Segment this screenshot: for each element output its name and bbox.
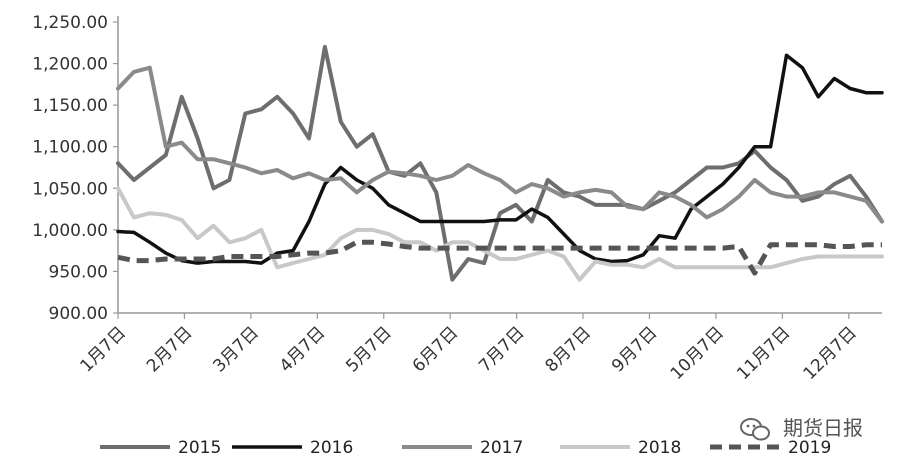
x-tick-label: 1月7日 — [77, 323, 130, 376]
x-tick-label: 10月7日 — [667, 323, 728, 384]
series-line-2017 — [116, 65, 884, 224]
series-line-2015 — [116, 44, 884, 282]
y-tick-label: 1,250.00 — [32, 13, 108, 33]
x-tick-label: 8月7日 — [542, 323, 595, 376]
x-tick-label: 9月7日 — [608, 323, 661, 376]
y-tick-label: 1,050.00 — [32, 179, 108, 199]
legend: 2015 2016 2017 2018 2019 — [100, 438, 831, 458]
x-tick-label: 4月7日 — [276, 323, 329, 376]
y-tick-label: 1,150.00 — [32, 96, 108, 116]
y-tick-label: 1,200.00 — [32, 55, 108, 75]
x-tick-label: 6月7日 — [409, 323, 462, 376]
legend-label-2016: 2016 — [310, 438, 353, 458]
series-line-2018 — [116, 186, 884, 282]
y-tick-label: 900.00 — [49, 304, 108, 324]
x-axis-ticks: 1月7日 2月7日 3月7日 4月7日 5月7日 6月7日 7月7日 8月7日 9月7日 10月7… — [77, 313, 861, 384]
x-tick-label: 5月7日 — [342, 323, 395, 376]
wechat-icon — [740, 418, 770, 441]
series-line-2019 — [117, 239, 882, 276]
x-tick-label: 3月7日 — [209, 323, 262, 376]
y-tick-label: 1,000.00 — [32, 221, 108, 241]
x-tick-label: 7月7日 — [475, 323, 528, 376]
x-tick-label: 11月7日 — [733, 323, 794, 384]
series-lines — [116, 44, 884, 282]
x-tick-label: 12月7日 — [800, 323, 861, 384]
x-tick-label: 2月7日 — [143, 323, 196, 376]
y-tick-label: 950.00 — [49, 262, 108, 282]
legend-label-2018: 2018 — [638, 438, 681, 458]
series-line-2016 — [116, 53, 884, 265]
watermark: 期货日报 — [740, 416, 863, 441]
y-axis-ticks: 900.00 950.00 1,000.00 1,050.00 1,100.00 1,15… — [32, 13, 118, 324]
y-tick-label: 1,100.00 — [32, 138, 108, 158]
legend-label-2015: 2015 — [178, 438, 221, 458]
watermark-text: 期货日报 — [783, 416, 863, 440]
legend-label-2017: 2017 — [480, 438, 523, 458]
legend-label-2019: 2019 — [788, 438, 831, 458]
